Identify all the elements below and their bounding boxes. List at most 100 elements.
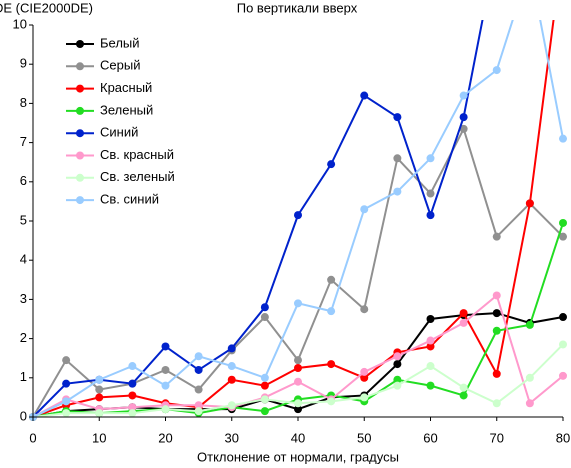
data-point [459,113,468,122]
y-tick-label: 8 [20,95,27,110]
legend-marker [76,129,84,138]
x-tick-label: 40 [291,430,305,445]
y-tick-label: 9 [20,56,27,71]
data-point [492,369,501,378]
legend-label: Белый [100,35,140,50]
y-tick-label: 3 [20,291,27,306]
data-point [161,342,170,351]
data-point [459,391,468,400]
data-point [459,383,468,392]
data-point [294,211,302,220]
data-point [227,362,236,371]
data-point [62,397,71,406]
y-tick-label: 5 [20,212,27,227]
y-tick-label: 2 [20,330,27,345]
data-point [559,218,567,227]
data-point [294,364,302,372]
data-point [327,360,336,369]
legend-marker [76,106,84,115]
data-point [492,232,501,241]
data-point [393,352,402,361]
y-tick-label: 1 [20,369,27,384]
data-point [426,189,435,198]
legend-label: Св. зеленый [100,169,175,184]
data-point [128,379,137,388]
data-point [459,318,468,327]
data-point [294,299,302,308]
legend-label: Зеленый [100,102,153,117]
data-point [194,401,203,410]
data-point [393,154,402,163]
data-point [525,320,534,329]
data-point [559,371,567,380]
data-point [128,391,137,400]
data-point [393,187,402,196]
data-point [194,407,203,416]
data-point [194,385,203,394]
data-point [559,313,567,322]
data-point [128,409,137,418]
data-point [194,365,203,374]
x-tick-label: 30 [225,430,239,445]
data-point [426,211,435,220]
data-point [62,379,71,388]
data-point [95,385,104,394]
data-point [426,342,435,351]
data-point [426,381,435,390]
data-point [360,91,369,100]
data-point [95,375,104,384]
data-point [327,307,336,316]
legend-marker [76,173,84,182]
x-tick-label: 50 [357,430,371,445]
data-point [492,326,501,335]
data-point [327,397,336,406]
plot-area [29,20,567,421]
data-point [161,381,170,390]
legend-label: Св. красный [100,147,174,162]
legend-label: Св. синий [100,192,159,207]
y-tick-label: 0 [20,408,27,423]
x-tick-label: 0 [29,430,36,445]
data-point [161,365,170,374]
data-point [161,405,170,414]
data-point [525,199,534,208]
data-point [459,309,468,318]
data-point [525,373,534,382]
data-point [360,205,369,214]
x-tick-label: 10 [92,430,106,445]
data-point [426,336,435,345]
data-point [62,409,71,418]
data-point [95,393,104,402]
data-point [260,381,269,390]
data-point [260,313,269,322]
legend-marker [76,196,84,205]
data-point [459,91,468,100]
data-point [128,403,137,412]
data-point [95,409,104,418]
data-point [360,393,369,402]
data-point [426,362,435,371]
data-point [525,399,534,408]
data-point [227,375,236,384]
legend-label: Красный [100,80,152,95]
x-tick-label: 80 [556,430,570,445]
x-tick-label: 60 [423,430,437,445]
legend-marker [76,84,84,93]
data-point [260,303,269,312]
data-point [492,66,501,75]
y-axis-label: DE (CIE2000DE) [0,0,93,15]
data-point [393,113,402,122]
data-point [559,340,567,349]
data-point [294,356,302,365]
y-tick-label: 4 [20,252,27,267]
data-point [492,291,501,300]
data-point [227,344,236,353]
legend-marker [76,151,84,160]
data-point [393,375,402,384]
data-point [360,373,369,382]
data-point [426,154,435,163]
legend-marker [76,62,84,71]
chart-title: По вертикали вверх [237,0,358,15]
